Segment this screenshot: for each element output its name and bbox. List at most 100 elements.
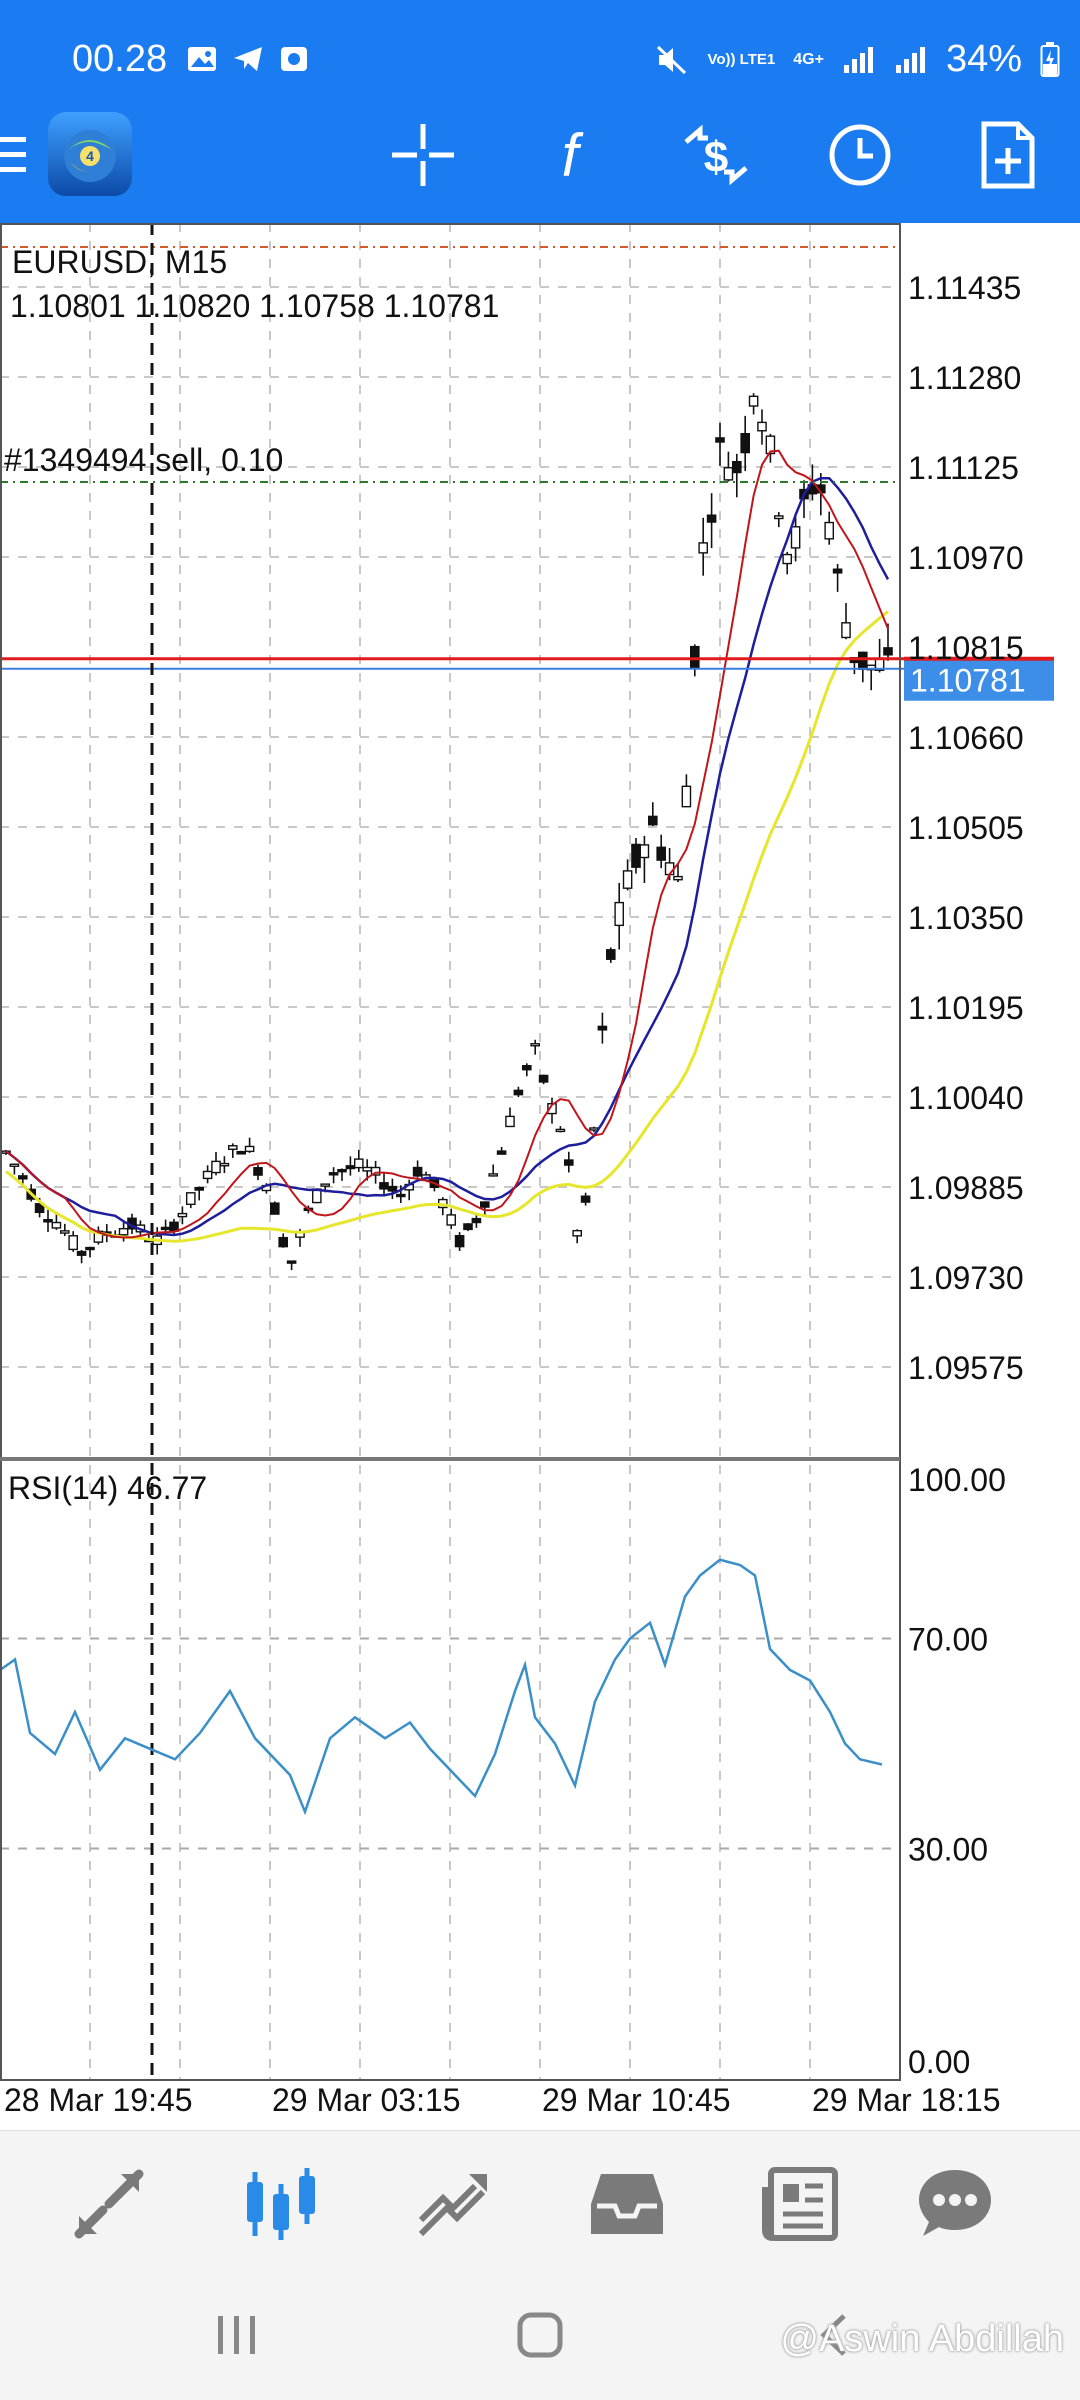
candle-body bbox=[60, 1230, 70, 1234]
svg-text:4: 4 bbox=[86, 148, 94, 164]
candle-body bbox=[606, 949, 616, 960]
battery-icon bbox=[1040, 41, 1060, 77]
candle-body bbox=[723, 467, 734, 481]
nav-history[interactable] bbox=[582, 2159, 672, 2249]
trade-nav-icon bbox=[418, 2174, 487, 2237]
candle-body bbox=[362, 1166, 373, 1172]
rsi-tick-label: 100.00 bbox=[908, 1462, 1006, 1498]
candle-body bbox=[622, 870, 633, 889]
nav-trade[interactable] bbox=[408, 2159, 498, 2249]
candle-body bbox=[530, 1043, 540, 1047]
home-button[interactable] bbox=[505, 2300, 575, 2370]
candle-body bbox=[538, 1074, 549, 1083]
chart-border bbox=[0, 223, 901, 2081]
symbol-label: EURUSD, M15 bbox=[12, 244, 227, 280]
candle-body bbox=[564, 1159, 574, 1166]
candle-body bbox=[227, 1145, 238, 1150]
candle-body bbox=[194, 1186, 205, 1191]
new-order-button[interactable] bbox=[968, 115, 1048, 195]
price-chart[interactable]: 1.10781 1.11435 1.11280 1.11125 1.10970 1.10… bbox=[0, 223, 1080, 2130]
volte-label: Vo)) LTE1 bbox=[707, 50, 776, 68]
chart-area[interactable]: 1.10781 1.11435 1.11280 1.11125 1.10970 1.10… bbox=[0, 223, 1080, 2130]
candle-body bbox=[513, 1089, 524, 1096]
candle-body bbox=[43, 1219, 53, 1223]
top-bar: 00.28 Vo)) LTE1 4G+ 34% bbox=[0, 0, 1080, 223]
price-tick-label: 1.10195 bbox=[908, 990, 1024, 1026]
rsi-tick-label: 30.00 bbox=[908, 1832, 988, 1868]
candle-body bbox=[732, 460, 742, 474]
new-order-icon bbox=[981, 121, 1035, 189]
bid-tag-marker bbox=[904, 656, 1054, 663]
candle-body bbox=[396, 1193, 406, 1198]
candle-body bbox=[858, 651, 868, 670]
gallery-icon bbox=[188, 47, 216, 71]
recents-icon bbox=[218, 2316, 255, 2354]
nav-chat[interactable] bbox=[910, 2159, 1000, 2249]
time-tick-label: 28 Mar 19:45 bbox=[4, 2082, 193, 2118]
candle-body bbox=[320, 1183, 331, 1187]
candle-body bbox=[211, 1160, 221, 1174]
candle-body bbox=[656, 846, 666, 861]
candle-body bbox=[580, 1195, 591, 1203]
price-tick-label: 1.11280 bbox=[908, 360, 1021, 396]
candle-body bbox=[202, 1170, 213, 1180]
candle-body bbox=[379, 1182, 389, 1190]
price-tick-label: 1.10815 bbox=[908, 630, 1024, 666]
home-icon bbox=[517, 2312, 563, 2358]
candle-body bbox=[883, 647, 893, 656]
clock-icon bbox=[829, 124, 891, 186]
price-tick-label: 1.11125 bbox=[908, 450, 1019, 486]
price-tick-label: 1.09730 bbox=[908, 1260, 1024, 1296]
candle-body bbox=[177, 1212, 188, 1218]
candle-body bbox=[185, 1192, 196, 1206]
candle-body bbox=[774, 515, 784, 520]
period-button[interactable] bbox=[820, 115, 900, 195]
order-label[interactable]: #1349494 sell, 0.10 bbox=[4, 442, 283, 478]
candle-body bbox=[824, 521, 834, 540]
watermark: @Aswin Abdillah bbox=[780, 2318, 1064, 2360]
trade-button[interactable]: $ bbox=[676, 115, 756, 195]
candle-body bbox=[480, 1201, 490, 1208]
candle-body bbox=[68, 1235, 78, 1251]
candle-body bbox=[370, 1166, 381, 1176]
candle-body bbox=[673, 875, 683, 881]
nav-news[interactable] bbox=[756, 2159, 846, 2249]
price-tick-label: 1.10040 bbox=[908, 1080, 1024, 1116]
indicators-button[interactable]: f bbox=[530, 115, 610, 195]
price-levels: 1.10781 bbox=[0, 223, 1054, 2080]
candle-body bbox=[790, 526, 801, 549]
candle-body bbox=[496, 1150, 507, 1155]
candle-body bbox=[76, 1250, 87, 1256]
recents-button[interactable] bbox=[202, 2300, 272, 2370]
candle-body bbox=[572, 1229, 582, 1237]
back-button[interactable] bbox=[800, 2300, 870, 2370]
candle-body bbox=[345, 1165, 356, 1170]
crosshair-button[interactable] bbox=[383, 115, 463, 195]
screenshot-icon bbox=[281, 47, 307, 71]
status-time: 00.28 bbox=[72, 38, 168, 80]
candle-body bbox=[748, 395, 759, 407]
app-logo[interactable]: 4 bbox=[48, 112, 132, 196]
candle-body bbox=[160, 1226, 171, 1231]
candle-body bbox=[757, 421, 767, 432]
candle-body bbox=[354, 1158, 364, 1169]
price-tick-label: 1.11435 bbox=[908, 270, 1021, 306]
menu-icon[interactable] bbox=[0, 135, 26, 175]
candle-body bbox=[597, 1025, 608, 1031]
status-right: Vo)) LTE1 4G+ 34% bbox=[655, 38, 1060, 81]
svg-text:f: f bbox=[562, 122, 584, 188]
system-nav-bar bbox=[0, 2270, 1080, 2400]
candle-body bbox=[270, 1202, 280, 1215]
candle-body bbox=[412, 1166, 423, 1177]
mute-icon bbox=[657, 45, 687, 74]
candle-body bbox=[715, 437, 725, 443]
rsi-indicator bbox=[0, 1558, 883, 1816]
candle-body bbox=[832, 568, 843, 574]
price-tick-label: 1.10505 bbox=[908, 810, 1024, 846]
candle-body bbox=[51, 1221, 62, 1229]
price-tick-label: 1.10970 bbox=[908, 540, 1024, 576]
rsi-label: RSI(14) 46.77 bbox=[8, 1470, 207, 1506]
nav-chart[interactable] bbox=[236, 2159, 326, 2249]
nav-quotes[interactable] bbox=[64, 2159, 154, 2249]
ohlc-label: 1.10801 1.10820 1.10758 1.10781 bbox=[10, 288, 499, 324]
